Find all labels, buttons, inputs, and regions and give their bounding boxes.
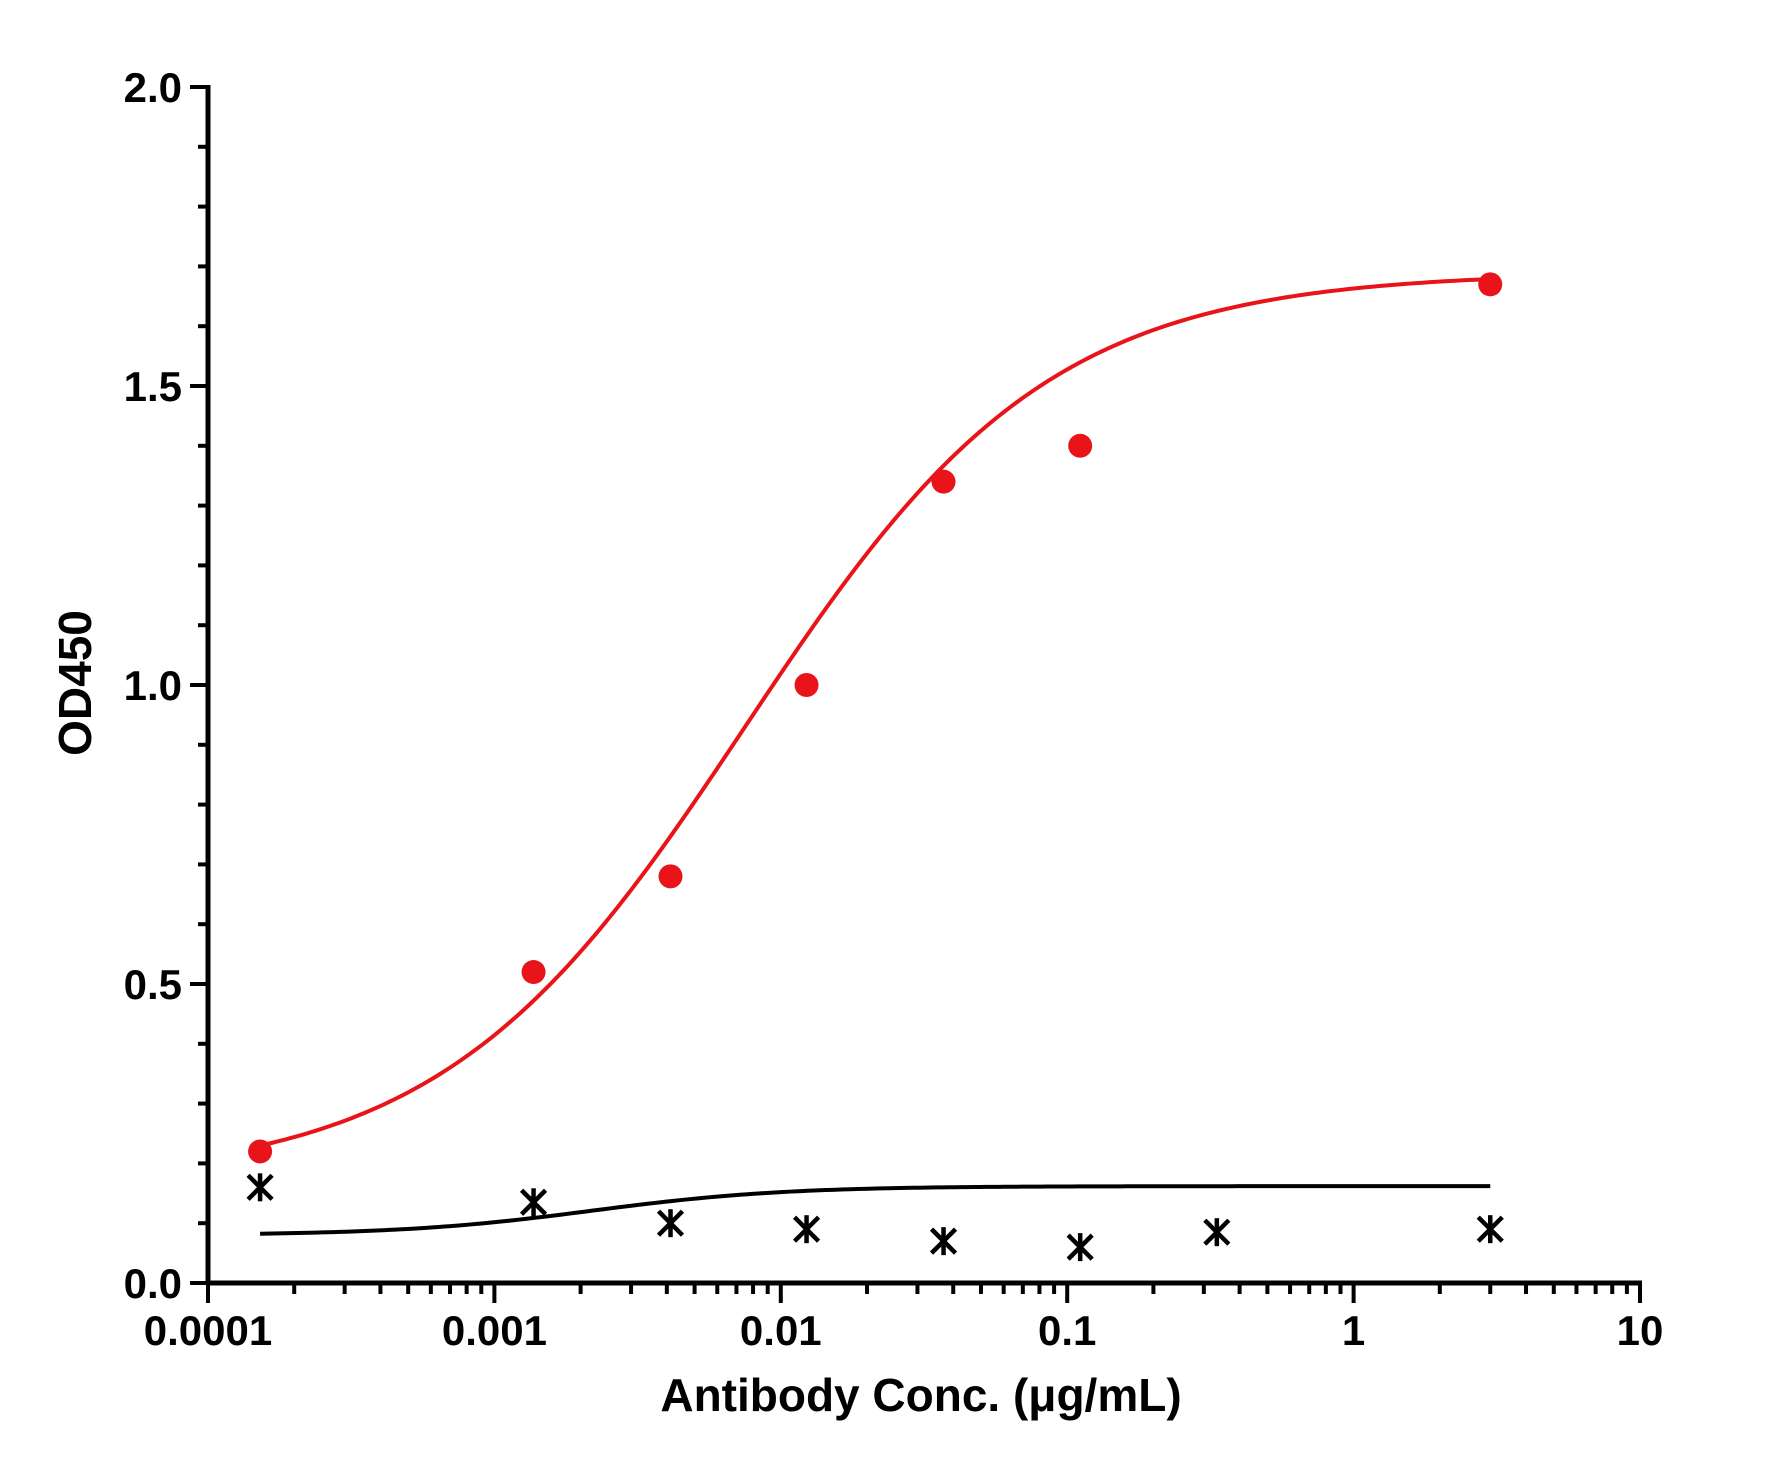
x-tick-label: 0.0001 <box>144 1307 272 1354</box>
data-point-series-2 <box>792 1215 821 1244</box>
x-tick-label: 0.001 <box>442 1307 547 1354</box>
data-point-series-2 <box>929 1227 958 1256</box>
data-point-series-2 <box>1066 1233 1094 1262</box>
x-axis-label: Antibody Conc. (μg/mL) <box>660 1369 1181 1421</box>
fit-curve-series-1 <box>259 277 1491 1148</box>
data-point-series-1 <box>794 673 819 697</box>
data-point-series-2 <box>246 1173 274 1202</box>
x-tick-label: 1 <box>1342 1307 1365 1354</box>
data-point-series-2 <box>519 1188 548 1217</box>
data-point-series-1 <box>1478 272 1503 297</box>
y-tick-label: 1.0 <box>124 662 182 709</box>
data-points <box>246 272 1504 1262</box>
data-point-series-1 <box>658 864 683 889</box>
fit-curves <box>259 277 1491 1236</box>
data-point-series-1 <box>521 960 546 985</box>
x-tick-label: 0.1 <box>1038 1307 1096 1354</box>
data-point-series-2 <box>1476 1215 1504 1244</box>
data-point-series-1 <box>931 469 956 494</box>
y-tick-label: 0.0 <box>124 1260 182 1307</box>
y-tick-label: 1.5 <box>124 363 182 410</box>
y-axis-label: OD450 <box>49 610 101 756</box>
fit-curve-series-2 <box>260 1184 1491 1236</box>
data-point-series-1 <box>248 1139 273 1164</box>
y-tick-label: 0.5 <box>124 961 182 1008</box>
data-point-series-1 <box>1068 433 1093 458</box>
y-tick-label: 2.0 <box>124 64 182 111</box>
axes: 0.0 0.5 1.0 1.5 2.0 0.0001 0.001 0.01 0.1 1 10 <box>124 64 1664 1354</box>
x-tick-label: 10 <box>1617 1307 1664 1354</box>
x-tick-label: 0.01 <box>740 1307 822 1354</box>
data-point-series-2 <box>656 1209 685 1238</box>
data-point-series-2 <box>1203 1218 1231 1247</box>
